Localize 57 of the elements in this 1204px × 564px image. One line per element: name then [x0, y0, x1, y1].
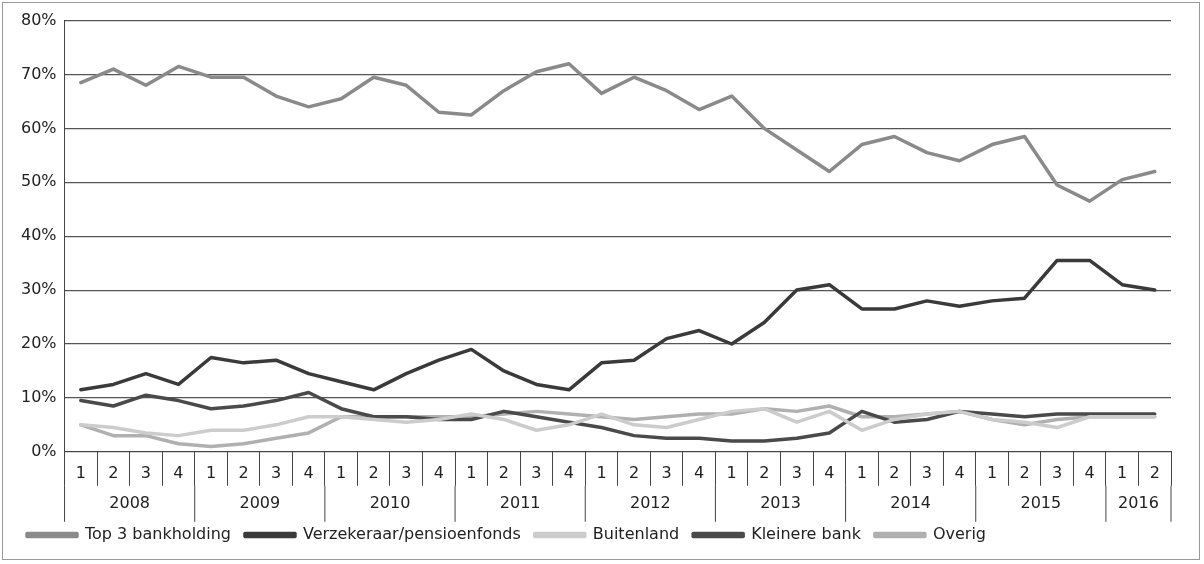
legend-label: Kleinere bank	[751, 524, 862, 544]
text: 2014	[890, 492, 932, 512]
y-tick-label: 30%	[21, 279, 57, 299]
x-tick-label: 3	[1052, 462, 1063, 482]
x-tick-label: 1	[726, 462, 737, 482]
x-tick-label: 4	[1084, 462, 1095, 482]
text: 2012	[629, 492, 671, 512]
x-tick-label: 4	[563, 462, 575, 482]
x-tick-label: 4	[824, 462, 835, 482]
legend-label: Verzekeraar/pensioenfonds	[302, 524, 521, 544]
text: 2011	[499, 492, 541, 512]
text: 2015	[1020, 492, 1062, 512]
x-tick-label: 4	[173, 462, 184, 482]
text: 2016	[1118, 492, 1159, 512]
text: 2010	[369, 492, 411, 512]
x-tick-label: 1	[336, 462, 347, 482]
y-tick-label: 60%	[21, 117, 57, 137]
x-tick-label: 1	[856, 462, 867, 482]
legend-label: Top 3 bankholding	[84, 524, 231, 544]
x-tick-label: 1	[986, 462, 998, 482]
x-tick-label: 2	[238, 462, 249, 482]
x-tick-label: 2	[498, 462, 509, 482]
x-tick-label: 2	[108, 462, 119, 482]
y-tick-label: 20%	[21, 333, 57, 353]
x-tick-label: 3	[921, 462, 933, 482]
legend-label: Overig	[932, 524, 986, 544]
x-tick-label: 2	[1019, 462, 1030, 482]
x-tick-label: 3	[661, 462, 672, 482]
x-tick-label: 1	[466, 462, 477, 482]
x-tick-label: 2	[628, 462, 640, 482]
x-tick-label: 1	[1117, 462, 1128, 482]
text: 2008	[109, 492, 151, 512]
y-tick-label: 70%	[21, 63, 57, 83]
x-tick-label: 3	[270, 462, 282, 482]
x-tick-label: 3	[791, 462, 802, 482]
text: 2013	[760, 492, 801, 512]
x-tick-label: 1	[205, 462, 217, 482]
legend-label: Buitenland	[592, 524, 680, 544]
x-tick-label: 2	[759, 462, 770, 482]
x-tick-label: 1	[596, 462, 607, 482]
x-tick-label: 4	[954, 462, 965, 482]
x-tick-label: 4	[433, 462, 444, 482]
y-tick-label: 50%	[21, 171, 57, 191]
x-tick-label: 4	[694, 462, 705, 482]
x-tick-label: 2	[368, 462, 379, 482]
y-tick-label: 40%	[21, 225, 57, 245]
text: 2009	[239, 492, 281, 512]
y-tick-label: 80%	[21, 9, 57, 29]
x-tick-label: 3	[140, 462, 152, 482]
x-tick-label: 2	[1149, 462, 1160, 482]
y-tick-label: 10%	[21, 387, 57, 407]
x-tick-label: 2	[889, 462, 900, 482]
x-tick-label: 3	[531, 462, 542, 482]
x-tick-label: 4	[303, 462, 314, 482]
x-tick-label: 3	[401, 462, 412, 482]
y-tick-label: 0%	[31, 440, 57, 460]
x-tick-label: 1	[75, 462, 86, 482]
